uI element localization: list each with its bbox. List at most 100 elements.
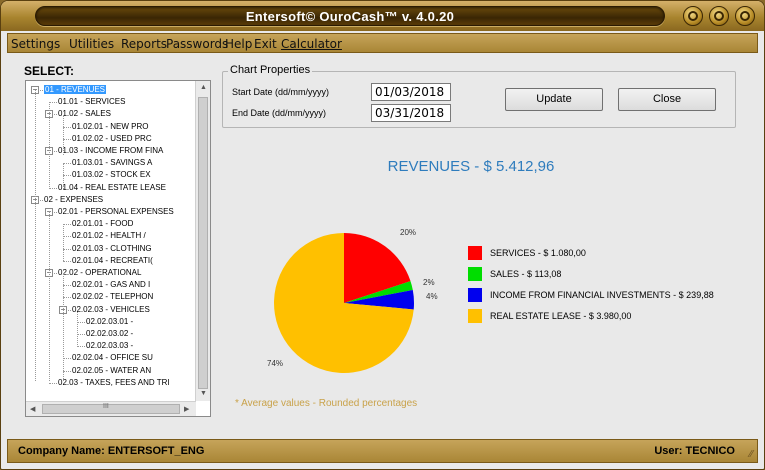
tree-item[interactable]: 01 - REVENUES [44,84,107,96]
scroll-down-icon[interactable]: ▼ [200,390,207,397]
scroll-right-icon[interactable]: ▶ [184,406,190,413]
title-bar[interactable]: Entersoft© OuroCash™ v. 4.0.20 [1,1,764,31]
tree-item-label: 01.02 - SALES [58,109,111,119]
legend-label: SERVICES - $ 1.080,00 [490,248,586,258]
category-tree[interactable]: 01 - REVENUES −01.01 - SERVICES 01.02 - SA… [25,80,211,417]
pie-percent-label: 74% [267,359,284,368]
tree-item-label: 01 - REVENUES [44,85,107,94]
chart-properties-group [222,71,736,128]
tree-connector [49,114,57,116]
tree-item-label: 02.01.01 - FOOD [72,219,134,229]
tree-item[interactable]: 01.02.01 - NEW PRO [72,121,148,133]
tree-item-label: 02.01.04 - RECREATI( [72,255,153,265]
tree-connector [63,138,71,140]
tree-item[interactable]: 01.03.01 - SAVINGS A [72,157,152,169]
window-title: Entersoft© OuroCash™ v. 4.0.20 [35,6,665,26]
tree-item-label: 02.02.03.02 - [86,329,134,338]
tree-item-label: 02.01 - PERSONAL EXPENSES [58,207,174,216]
resize-grip-icon[interactable]: ⁄⁄ [749,449,753,460]
tree-connector [63,163,71,165]
tree-vertical-scrollbar[interactable]: ▲ ▼ [195,81,210,401]
tree-item[interactable]: 02.01.03 - CLOTHING [72,243,152,255]
tree-item-label: 02.02.02 - TELEPHON [72,292,154,302]
tree-item[interactable]: 02.01.01 - FOOD [72,218,133,230]
tree-item[interactable]: 01.03 - INCOME FROM FINA [58,145,163,157]
menu-reports[interactable]: Reports [121,37,168,51]
tree-item[interactable]: 01.03.02 - STOCK EX [72,169,151,181]
legend-swatch [468,288,482,302]
end-date-input[interactable]: 03/31/2018 [371,104,451,122]
tree-item[interactable]: 01.02.02 - USED PRC [72,133,152,145]
tree-item[interactable]: 01.04 - REAL ESTATE LEASE [58,182,166,194]
menu-passwords[interactable]: Passwords [166,37,229,51]
tree-connector [63,370,71,372]
tree-item[interactable]: 02.01.04 - RECREATI( [72,255,153,267]
tree-connector [49,273,57,274]
legend-swatch [468,309,482,323]
tree-item-label: 02.01.03 - CLOTHING [72,243,152,253]
chart-title: REVENUES - $ 5.412,96 [387,158,555,175]
menu-utilities[interactable]: Utilities [69,37,115,51]
menu-exit[interactable]: Exit [254,37,277,51]
tree-item-label: 02.02.01 - GAS AND I [72,280,151,290]
tree-vertical-scroll-thumb[interactable] [198,97,208,389]
tree-item-label: 01.02.02 - USED PRC [72,133,152,143]
start-date-input[interactable]: 01/03/2018 [371,83,451,101]
tree-item[interactable]: 02.02.02 - TELEPHON [72,291,153,303]
tree-horizontal-scroll-thumb[interactable]: III [42,403,180,414]
tree-item-label: 01.03 - INCOME FROM FINA [58,146,164,155]
update-button[interactable]: Update [505,88,603,111]
tree-connector [77,346,85,348]
pie-slice [344,281,413,303]
pie-percent-label: 20% [400,228,417,237]
tree-item[interactable]: 02 - EXPENSES [44,194,103,206]
tree-connector [63,358,71,360]
legend-label: INCOME FROM FINANCIAL INVESTMENTS - $ 23… [490,290,714,300]
tree-connector [35,90,36,381]
tree-connector [35,199,43,201]
tree-item[interactable]: 02.01.02 - HEALTH / [72,230,146,242]
tree-connector [63,126,71,128]
tree-connector [63,224,71,226]
current-user: User: TECNICO [654,445,735,457]
menu-settings[interactable]: Settings [11,37,61,51]
tree-item[interactable]: 02.02.04 - OFFICE SU [72,352,153,364]
maximize-icon[interactable] [709,6,729,26]
tree-item-label: 02.02.03.01 - [86,316,134,326]
close-button[interactable]: Close [618,88,716,111]
tree-item[interactable]: 02.02.03.01 - [86,316,133,328]
scroll-left-icon[interactable]: ◀ [30,406,36,413]
tree-item[interactable]: 02.02.01 - GAS AND I [72,279,150,291]
tree-item[interactable]: 02.03 - TAXES, FEES AND TRI [58,377,170,389]
tree-item-label: 02.02.03 - VEHICLES [72,304,150,314]
legend-label: SALES - $ 113,08 [490,269,562,279]
tree-item-label: 01.01 - SERVICES [58,97,126,107]
scroll-up-icon[interactable]: ▲ [200,84,207,91]
tree-item[interactable]: 02.02.03.03 - [86,340,133,352]
tree-connector [49,211,50,381]
minimize-icon[interactable] [683,6,703,26]
tree-connector [49,187,57,189]
close-icon[interactable] [735,6,755,26]
menu-calculator[interactable]: Calculator [281,37,342,51]
tree-connector [63,309,71,311]
tree-connector [77,334,85,335]
tree-horizontal-scrollbar[interactable]: ◀ III ▶ [26,401,196,416]
tree-item[interactable]: 02.02.03.02 - [86,328,133,340]
tree-item[interactable]: 02.02.03 - VEHICLES [72,304,150,316]
tree-connector [49,382,57,384]
tree-item[interactable]: 02.02.05 - WATER AN [72,365,151,377]
tree-connector [63,115,64,155]
legend-label: REAL ESTATE LEASE - $ 3.980,00 [490,311,632,321]
tree-item[interactable]: 01.01 - SERVICES [58,96,125,108]
company-name: Company Name: ENTERSOFT_ENG [18,445,205,457]
tree-item[interactable]: 02.01 - PERSONAL EXPENSES [58,206,174,218]
start-date-label: Start Date (dd/mm/yyyy) [232,87,330,97]
tree-item[interactable]: 01.02 - SALES [58,108,111,120]
tree-item-label: 02.03 - TAXES, FEES AND TRI [58,377,170,387]
menu-help[interactable]: Help [225,37,253,51]
tree-item[interactable]: 02.02 - OPERATIONAL [58,267,141,279]
pie-slice [273,233,414,373]
pie-slice [344,233,411,303]
